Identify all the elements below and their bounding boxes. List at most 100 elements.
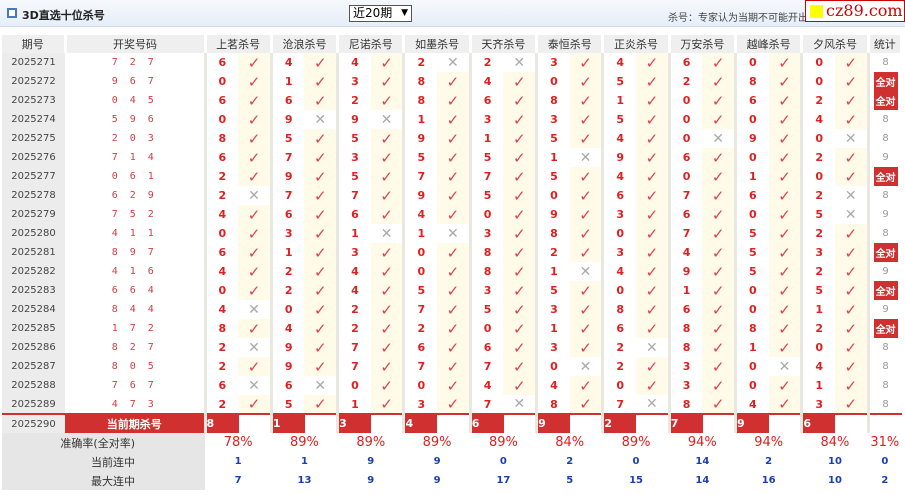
kill-number: 7 <box>468 395 504 415</box>
kill-number: 9 <box>601 148 637 167</box>
kill-number: 8 <box>402 72 438 91</box>
check-icon: ✓ <box>636 186 670 205</box>
check-icon: ✓ <box>238 91 272 110</box>
kill-number: 2 <box>203 186 239 205</box>
check-icon: ✓ <box>304 281 338 300</box>
stats-value: 15 <box>629 475 643 486</box>
kill-number: 4 <box>203 262 239 281</box>
kill-number: 0 <box>667 129 703 148</box>
check-icon: ✓ <box>437 91 471 110</box>
stats-value: 89% <box>488 435 518 450</box>
period-cell: 2025278 <box>2 186 65 205</box>
current-kill-cell: 9 <box>733 414 802 433</box>
kill-number: 1 <box>269 243 305 262</box>
header-expert: 正炎杀号 <box>602 35 671 53</box>
check-icon: ✓ <box>569 205 603 224</box>
kill-number: 4 <box>733 395 769 415</box>
check-icon: ✓ <box>503 319 537 338</box>
kill-number: 0 <box>800 53 835 72</box>
kill-number: 4 <box>468 376 504 395</box>
kill-number: 0 <box>468 205 504 224</box>
kill-number: 5 <box>601 110 637 129</box>
logo-square-icon <box>810 5 823 18</box>
current-kill-number: 9 <box>738 415 769 433</box>
check-icon: ✓ <box>834 91 869 110</box>
check-icon: ✓ <box>370 395 404 415</box>
current-kill-number: 6 <box>473 415 504 433</box>
kill-number: 5 <box>336 129 371 148</box>
kill-number: 7 <box>402 167 438 186</box>
check-icon: ✓ <box>636 205 670 224</box>
kill-number: 1 <box>800 376 835 395</box>
check-icon: ✓ <box>768 148 802 167</box>
check-icon: ✓ <box>834 167 869 186</box>
check-icon: ✓ <box>569 129 603 148</box>
check-icon: ✓ <box>370 262 404 281</box>
table-row: 2025280 4 1 1 0 ✓ 3 ✓ 1 ✕ 1 ✕ 3 ✓ 8 ✓ 0 ✓ 7 ✓ 5 ✓ 2 ✓ 8 <box>2 224 902 243</box>
period-cell: 2025286 <box>2 338 65 357</box>
current-kill-number: 9 <box>539 415 571 433</box>
period-select[interactable]: 近20期 ▼ <box>349 5 412 22</box>
kill-number: 2 <box>800 224 835 243</box>
kill-number: 0 <box>535 72 570 91</box>
kill-number: 0 <box>733 53 769 72</box>
current-kill-label: 当前期杀号 <box>65 414 205 433</box>
stats-label: 准确率(全对率) <box>2 433 205 452</box>
period-cell: 2025288 <box>2 376 65 395</box>
draw-number-cell: 5 9 6 <box>111 114 157 125</box>
kill-number: 4 <box>336 281 371 300</box>
check-icon: ✓ <box>503 167 537 186</box>
stat-cell <box>866 414 902 433</box>
kill-number: 4 <box>269 53 305 72</box>
cross-icon: ✕ <box>248 339 260 356</box>
header-expert: 沧浪杀号 <box>271 35 340 53</box>
draw-number-cell: 0 6 1 <box>111 171 157 182</box>
kill-number: 1 <box>601 91 637 110</box>
check-icon: ✓ <box>304 262 338 281</box>
check-icon: ✓ <box>304 129 338 148</box>
kill-number: 1 <box>535 262 570 281</box>
kill-number: 1 <box>667 281 703 300</box>
kill-number: 8 <box>733 319 769 338</box>
check-icon: ✓ <box>437 72 471 91</box>
check-icon: ✓ <box>636 281 670 300</box>
check-icon: ✓ <box>370 129 404 148</box>
kill-number: 6 <box>601 186 637 205</box>
check-icon: ✓ <box>569 53 603 72</box>
check-icon: ✓ <box>702 338 736 357</box>
kill-number: 2 <box>203 167 239 186</box>
check-icon: ✓ <box>370 91 404 110</box>
check-icon: ✓ <box>238 243 272 262</box>
check-icon: ✓ <box>768 300 802 319</box>
check-icon: ✓ <box>370 281 404 300</box>
kill-number: 3 <box>800 395 835 415</box>
kill-number: 0 <box>733 300 769 319</box>
kill-number: 6 <box>667 53 703 72</box>
kill-number: 1 <box>733 338 769 357</box>
check-icon: ✓ <box>437 148 471 167</box>
check-icon: ✓ <box>768 72 802 91</box>
check-icon: ✓ <box>304 224 338 243</box>
check-icon: ✓ <box>370 186 404 205</box>
check-icon: ✓ <box>702 205 736 224</box>
stat-cell: 8 <box>866 186 902 205</box>
cross-icon: ✕ <box>579 149 592 166</box>
draw-number-cell: 8 4 4 <box>111 304 157 315</box>
site-logo[interactable]: cz89.com <box>805 0 905 22</box>
draw-number-cell: 8 2 7 <box>111 342 157 353</box>
check-icon: ✓ <box>503 148 537 167</box>
kill-number: 6 <box>733 186 769 205</box>
kill-number: 8 <box>667 319 703 338</box>
period-cell: 2025282 <box>2 262 65 281</box>
period-cell: 2025271 <box>2 53 65 72</box>
check-icon: ✓ <box>437 300 471 319</box>
kill-number: 9 <box>667 262 703 281</box>
stat-value: 9 <box>882 266 889 277</box>
kill-number: 1 <box>336 395 371 415</box>
kill-number: 5 <box>269 395 305 415</box>
stat-cell: 8 <box>866 53 902 72</box>
stat-value: 9 <box>882 152 889 163</box>
stat-value: 8 <box>882 133 889 144</box>
check-icon: ✓ <box>636 376 670 395</box>
check-icon: ✓ <box>702 53 736 72</box>
